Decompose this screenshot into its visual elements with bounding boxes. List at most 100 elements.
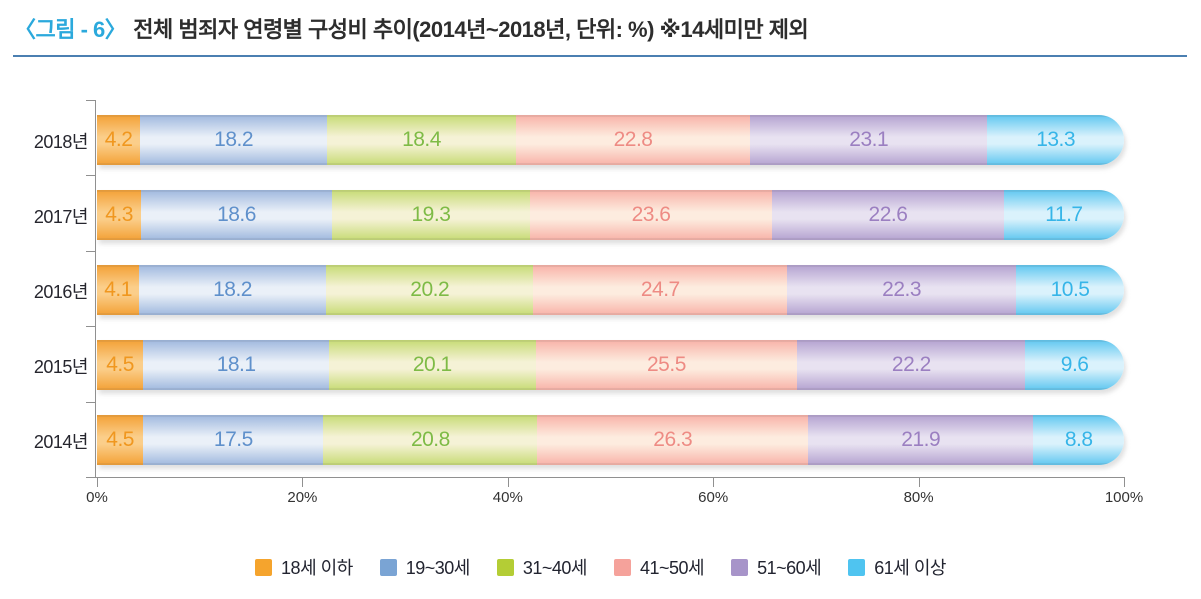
legend-swatch bbox=[496, 558, 514, 576]
legend-label: 18세 이하 bbox=[281, 558, 353, 578]
x-axis-tick bbox=[918, 477, 920, 487]
bar-value-label: 13.3 bbox=[1036, 128, 1076, 151]
bar-segment-61세 이상: 13.3 bbox=[987, 115, 1124, 165]
bar-value-label: 23.1 bbox=[849, 128, 889, 151]
x-axis-tick bbox=[97, 477, 98, 487]
bar-segment-19~30세: 18.6 bbox=[141, 190, 332, 240]
x-axis-tick-label: 0% bbox=[86, 489, 108, 506]
x-axis-tick bbox=[713, 477, 715, 487]
y-axis-tick bbox=[86, 401, 95, 403]
figure-number-label: 〈그림 - 6〉 bbox=[14, 17, 127, 42]
bar-segment-19~30세: 18.1 bbox=[143, 340, 330, 390]
x-axis-tick-label: 60% bbox=[698, 489, 729, 506]
bar-segment-61세 이상: 10.5 bbox=[1016, 265, 1124, 315]
stacked-bar-row: 4.5 18.1 20.1 25.5 22.2 9.6 bbox=[97, 340, 1124, 390]
bar-value-label: 19.3 bbox=[411, 203, 451, 226]
y-axis-label: 2017년 bbox=[33, 207, 89, 227]
x-axis-line bbox=[95, 477, 1124, 478]
bar-value-label: 8.8 bbox=[1064, 428, 1093, 451]
stacked-bar-row: 4.3 18.6 19.3 23.6 22.6 11.7 bbox=[97, 190, 1124, 240]
bar-value-label: 20.1 bbox=[412, 353, 452, 376]
bar-segment-51~60세: 21.9 bbox=[808, 415, 1034, 465]
bar-segment-41~50세: 22.8 bbox=[515, 115, 751, 165]
bar-value-label: 4.5 bbox=[106, 428, 134, 451]
bar-value-label: 9.6 bbox=[1060, 353, 1089, 376]
y-axis-label: 2014년 bbox=[33, 432, 89, 452]
x-axis-tick-label: 80% bbox=[903, 489, 934, 506]
bar-value-label: 18.6 bbox=[217, 203, 256, 226]
x-axis-tick-label: 20% bbox=[287, 489, 318, 506]
x-axis-tick bbox=[1124, 477, 1125, 487]
legend-item: 19~30세 bbox=[379, 554, 471, 580]
x-axis-tick bbox=[302, 477, 304, 487]
bar-value-label: 20.2 bbox=[410, 278, 450, 301]
y-axis-label: 2016년 bbox=[33, 282, 89, 302]
bar-segment-41~50세: 23.6 bbox=[529, 190, 773, 240]
y-axis-tick bbox=[86, 326, 95, 328]
bar-value-label: 10.5 bbox=[1050, 278, 1090, 301]
bar-segment-19~30세: 17.5 bbox=[143, 415, 324, 465]
y-axis-line bbox=[95, 100, 96, 477]
bar-value-label: 4.1 bbox=[104, 278, 132, 301]
bar-value-label: 4.3 bbox=[105, 203, 133, 226]
legend-swatch bbox=[379, 558, 397, 576]
y-axis-tick bbox=[86, 250, 95, 252]
bar-segment-41~50세: 24.7 bbox=[533, 265, 788, 315]
y-axis-tick bbox=[86, 100, 95, 101]
legend-item: 18세 이하 bbox=[255, 554, 353, 580]
bar-segment-18세 이하: 4.1 bbox=[97, 265, 140, 315]
bar-value-label: 11.7 bbox=[1045, 203, 1083, 226]
bar-segment-41~50세: 26.3 bbox=[537, 415, 809, 465]
bar-segment-51~60세: 22.3 bbox=[787, 265, 1017, 315]
y-axis-label: 2015년 bbox=[33, 357, 89, 377]
bar-value-label: 24.7 bbox=[640, 278, 680, 301]
bar-value-label: 22.6 bbox=[868, 203, 908, 226]
bar-segment-51~60세: 22.2 bbox=[797, 340, 1026, 390]
bar-segment-19~30세: 18.2 bbox=[140, 115, 328, 165]
bar-value-label: 4.5 bbox=[106, 353, 134, 376]
bar-segment-61세 이상: 9.6 bbox=[1025, 340, 1124, 390]
x-axis-tick-label: 100% bbox=[1104, 489, 1144, 506]
legend-swatch bbox=[731, 558, 749, 576]
bar-segment-31~40세: 19.3 bbox=[331, 190, 530, 240]
bar-segment-18세 이하: 4.3 bbox=[97, 190, 142, 240]
bar-value-label: 21.9 bbox=[901, 428, 941, 451]
y-axis-tick bbox=[86, 477, 95, 478]
bar-segment-18세 이하: 4.2 bbox=[97, 115, 141, 165]
legend-swatch bbox=[255, 558, 273, 576]
bar-value-label: 23.6 bbox=[631, 203, 671, 226]
y-axis-label: 2018년 bbox=[33, 132, 89, 152]
stacked-bar-row: 4.5 17.5 20.8 26.3 21.9 8.8 bbox=[97, 415, 1124, 465]
stacked-bar-row: 4.2 18.2 18.4 22.8 23.1 13.3 bbox=[97, 115, 1124, 165]
legend-item: 41~50세 bbox=[614, 554, 705, 580]
bar-value-label: 17.5 bbox=[213, 428, 253, 451]
legend-label: 61세 이상 bbox=[874, 558, 946, 578]
bar-value-label: 18.4 bbox=[402, 128, 441, 151]
bar-segment-61세 이상: 11.7 bbox=[1003, 190, 1124, 240]
bar-segment-19~30세: 18.2 bbox=[139, 265, 326, 315]
bar-value-label: 26.3 bbox=[653, 428, 693, 451]
title-divider-line bbox=[13, 55, 1187, 57]
legend-label: 41~50세 bbox=[640, 558, 705, 578]
figure-title-text: 전체 범죄자 연령별 구성비 추이(2014년~2018년, 단위: %) ※1… bbox=[133, 17, 809, 42]
bar-segment-31~40세: 20.2 bbox=[326, 265, 534, 315]
bar-segment-51~60세: 22.6 bbox=[772, 190, 1004, 240]
bar-value-label: 18.2 bbox=[213, 278, 252, 301]
legend-label: 31~40세 bbox=[522, 558, 588, 578]
legend-item: 31~40세 bbox=[496, 554, 588, 580]
legend-item: 51~60세 bbox=[731, 554, 822, 580]
stacked-bar-row: 4.1 18.2 20.2 24.7 22.3 10.5 bbox=[97, 265, 1124, 315]
x-axis-tick-label: 40% bbox=[492, 489, 523, 506]
bar-value-label: 22.2 bbox=[891, 353, 931, 376]
chart-legend: 18세 이하 19~30세 31~40세 41~50세 51~60세 61세 이상 bbox=[0, 551, 1201, 583]
bar-segment-31~40세: 20.1 bbox=[329, 340, 536, 390]
bar-segment-51~60세: 23.1 bbox=[750, 115, 988, 165]
bar-value-label: 4.2 bbox=[104, 128, 133, 151]
legend-label: 19~30세 bbox=[405, 558, 471, 578]
x-axis-tick bbox=[507, 477, 509, 487]
legend-label: 51~60세 bbox=[757, 558, 822, 578]
figure-title: 〈그림 - 6〉 전체 범죄자 연령별 구성비 추이(2014년~2018년, 단… bbox=[14, 12, 809, 44]
legend-swatch bbox=[848, 558, 866, 576]
